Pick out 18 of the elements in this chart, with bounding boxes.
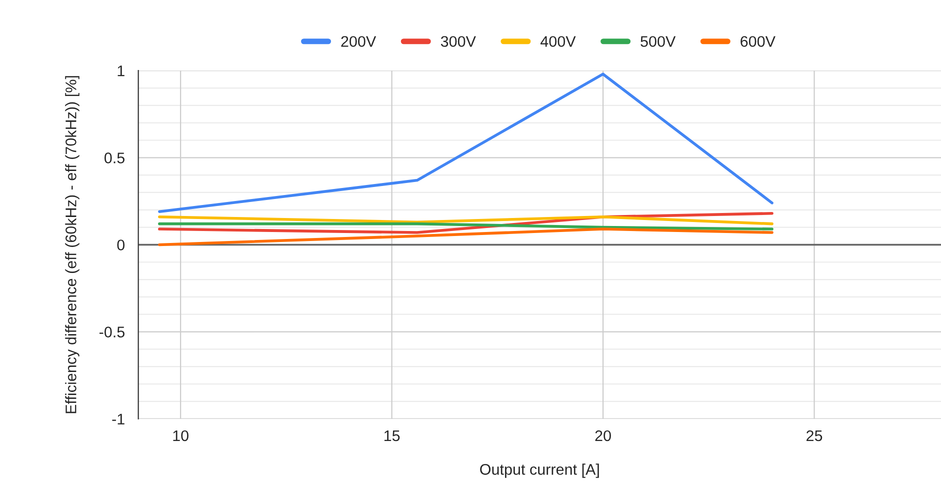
y-tick-label: -1: [112, 414, 124, 424]
legend-label: 300V: [440, 36, 476, 47]
line-series: [158, 228, 774, 246]
y-tick-label: 1: [118, 66, 124, 76]
legend-label: 200V: [341, 36, 376, 47]
legend-label: 500V: [640, 36, 676, 47]
y-axis-title: Efficiency difference (eff (60kHz) - eff (70kHz)) [%]: [65, 76, 80, 414]
x-tick-label: 20: [595, 430, 611, 442]
line-series: [158, 72, 774, 214]
legend-label: 400V: [540, 36, 576, 47]
x-tick-label: 10: [173, 430, 188, 442]
x-axis-title: Output current [A]: [480, 464, 599, 478]
x-tick-label: 25: [806, 430, 822, 442]
x-tick-label: 15: [384, 430, 400, 442]
legend-label: 600V: [740, 36, 776, 47]
y-tick-label: -0.5: [99, 326, 124, 338]
y-tick-label: 0: [117, 240, 125, 250]
y-tick-label: 0.5: [104, 152, 124, 164]
